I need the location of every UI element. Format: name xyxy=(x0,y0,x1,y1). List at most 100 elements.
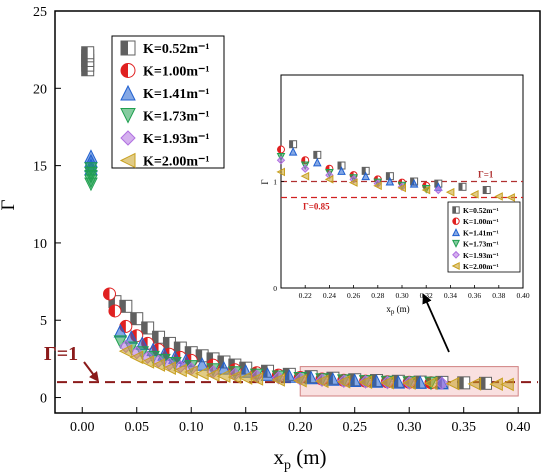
data-point xyxy=(271,373,285,387)
inset-data-point xyxy=(445,187,455,197)
x-tick-label: 0.10 xyxy=(179,420,204,435)
y-tick-label: 5 xyxy=(40,314,47,329)
inset-legend-label: K=1.73m⁻¹ xyxy=(463,240,499,249)
inset-legend-label: K=0.52m⁻¹ xyxy=(463,206,499,215)
x-axis-label: xp (m) xyxy=(273,445,326,473)
inset-x-tick-label: 0.24 xyxy=(323,291,336,300)
x-tick-label: 0.35 xyxy=(451,420,476,435)
inset-x-tick-label: 0.38 xyxy=(492,291,505,300)
data-point xyxy=(380,375,394,390)
legend-marker xyxy=(120,84,136,101)
inset-x-tick-label: 0.26 xyxy=(347,291,360,300)
legend-marker xyxy=(120,130,136,146)
inset-legend-marker xyxy=(452,206,460,214)
data-point xyxy=(141,321,155,335)
x-tick-label: 0.25 xyxy=(342,420,367,435)
inset-legend-marker xyxy=(452,250,460,259)
data-point xyxy=(423,376,438,391)
inset-data-point xyxy=(409,179,419,188)
legend-marker xyxy=(120,40,136,56)
inset-x-tick-label: 0.40 xyxy=(516,291,529,300)
y-tick-label: 10 xyxy=(33,237,47,252)
data-point xyxy=(129,350,144,365)
inset-x-tick-label: 0.32 xyxy=(420,291,433,300)
inset-data-point xyxy=(348,178,358,187)
y-axis-ticks: 0 5 10 15 20 25 xyxy=(33,5,61,407)
inset-y-axis-label: Γ xyxy=(260,179,270,184)
x-tick-label: 0.05 xyxy=(124,420,149,435)
main-plot: 0.00 0.05 0.10 0.15 0.20 0.25 0.30 0.35 0.40 0 5 1… xyxy=(0,5,541,473)
inset-legend-frame xyxy=(447,201,521,273)
inset-data-point xyxy=(300,171,310,181)
inset-legend-label: K=1.41m⁻¹ xyxy=(463,228,499,237)
ref-line-arrow xyxy=(83,361,99,382)
data-point xyxy=(347,373,362,388)
data-point xyxy=(479,376,493,390)
inset-legend-label: K=2.00m⁻¹ xyxy=(463,262,499,271)
data-point xyxy=(102,287,116,301)
inset-data-point xyxy=(494,192,503,201)
inset-data-point xyxy=(324,175,334,184)
data-point xyxy=(260,367,275,381)
inset-x-tick-label: 0.30 xyxy=(395,291,408,300)
inset-ref2-label: Γ=0.85 xyxy=(303,201,330,211)
data-point xyxy=(151,358,166,372)
y-tick-label: 0 xyxy=(40,392,47,407)
inset-data-points xyxy=(276,140,515,202)
data-point xyxy=(358,375,373,390)
plot-frame xyxy=(54,10,541,414)
data-point xyxy=(118,344,133,358)
data-point xyxy=(467,377,482,391)
y-tick-label: 15 xyxy=(33,160,47,175)
data-point xyxy=(457,376,471,390)
data-point xyxy=(391,374,406,389)
inset-data-point xyxy=(506,193,515,202)
inset-x-axis-label: xp (m) xyxy=(386,304,409,316)
data-point xyxy=(314,374,329,389)
inset-data-point xyxy=(385,176,395,186)
data-point xyxy=(173,363,187,378)
data-point xyxy=(130,312,144,326)
legend-marker xyxy=(119,152,136,169)
y-tick-label: 20 xyxy=(33,82,47,97)
inset-data-point xyxy=(434,185,443,195)
data-point xyxy=(81,46,95,60)
data-point xyxy=(140,355,155,369)
legend-label: K=1.73m⁻¹ xyxy=(143,110,210,125)
inset-legend-marker xyxy=(451,228,461,237)
data-point xyxy=(304,370,318,385)
inset-data-point xyxy=(312,157,322,167)
x-axis-ticks: 0.00 0.05 0.10 0.15 0.20 0.25 0.30 0.35 0.40 xyxy=(70,407,530,435)
x-tick-label: 0.15 xyxy=(233,420,258,435)
inset-x-tick-label: 0.34 xyxy=(444,291,457,300)
inset-data-point xyxy=(458,182,467,191)
data-point xyxy=(162,336,176,350)
inset-data-point xyxy=(373,181,382,191)
inset-ref1-label: Γ=1 xyxy=(478,170,494,180)
inset-x-ticks: 0.22 0.24 0.26 0.28 0.30 0.32 0.34 0.36 0.38 0.40 xyxy=(299,285,530,300)
inset-data-point xyxy=(289,140,298,149)
data-point xyxy=(293,373,307,388)
legend-frame xyxy=(111,35,225,169)
data-point xyxy=(326,372,340,386)
zoom-arrow xyxy=(422,293,450,353)
data-point xyxy=(119,299,133,313)
inset-legend-marker xyxy=(451,239,461,248)
data-point xyxy=(108,304,122,318)
inset-x-tick-label: 0.22 xyxy=(299,291,312,300)
legend-marker xyxy=(120,63,136,78)
main-data-points xyxy=(81,46,514,392)
inset-data-point xyxy=(337,166,346,175)
inset-data-point xyxy=(277,145,285,154)
x-tick-label: 0.00 xyxy=(70,420,95,435)
inset-data-point xyxy=(421,185,431,195)
inset-legend-marker xyxy=(451,261,460,271)
inset-data-point xyxy=(300,164,310,173)
data-point xyxy=(195,366,209,381)
inset-y-tick-label: 0 xyxy=(273,284,277,293)
y-tick-label: 25 xyxy=(33,5,47,20)
data-point xyxy=(402,376,416,390)
inset-data-point xyxy=(397,183,406,193)
data-point xyxy=(152,330,166,344)
